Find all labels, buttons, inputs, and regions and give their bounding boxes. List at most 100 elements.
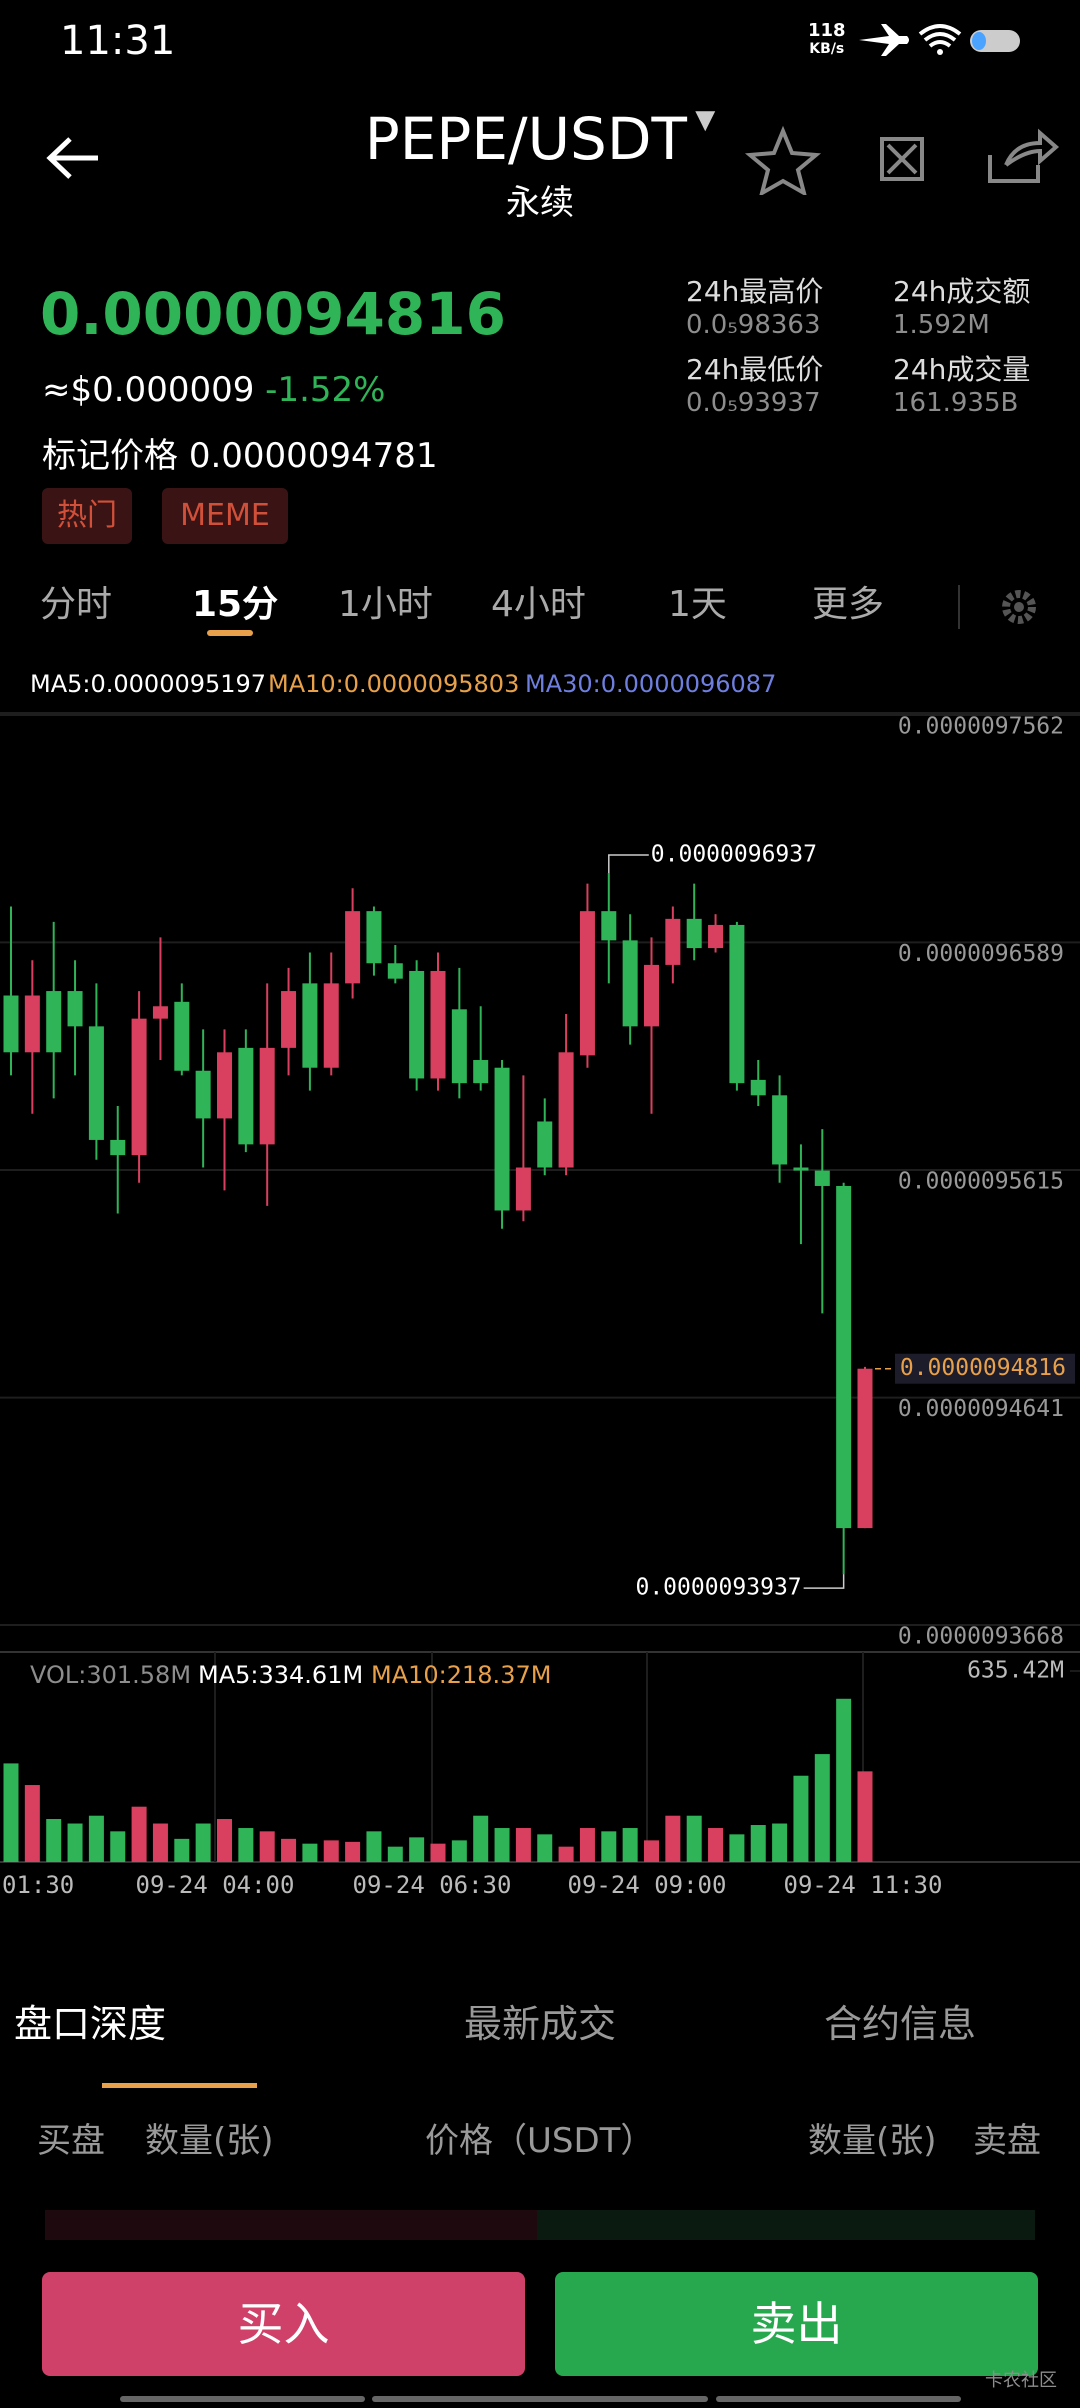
volume-bar <box>152 1823 168 1862</box>
candle-body <box>323 983 339 1068</box>
volume-bar <box>409 1837 425 1862</box>
candle-body <box>302 983 318 1068</box>
volume-bar <box>686 1815 702 1862</box>
back-button[interactable] <box>46 137 98 179</box>
volume-bar <box>430 1843 446 1862</box>
last-price-box <box>895 1353 1075 1384</box>
book-tab[interactable]: 盘口深度 <box>13 2002 166 2046</box>
volume-bar <box>729 1834 745 1862</box>
y-tick-label: 0.0000093668 <box>898 1624 1064 1650</box>
stat-value: 161.935B <box>893 388 1019 418</box>
volume-bar <box>88 1815 104 1862</box>
candle-body <box>387 963 403 979</box>
volume-bar <box>558 1846 574 1862</box>
high-label: 0.0000096937 <box>651 842 817 868</box>
candle-body <box>579 911 595 1056</box>
candle-body <box>217 1052 232 1119</box>
x-tick-label: 01:30 <box>2 1871 74 1899</box>
sell-depth-bar <box>537 2210 1035 2240</box>
volume-bar <box>793 1775 809 1862</box>
pair-name: PEPE/USDT <box>364 105 687 173</box>
buy-button[interactable]: 买入 <box>42 2272 525 2376</box>
change: -1.52% <box>265 370 386 410</box>
candle-body <box>793 1167 809 1171</box>
book-tab[interactable]: 合约信息 <box>823 2002 976 2046</box>
interval-tab[interactable]: 分时 <box>40 584 113 625</box>
candle-body <box>131 1018 147 1156</box>
candle-body <box>836 1185 852 1529</box>
tag[interactable]: MEME <box>162 488 288 544</box>
book-column: 数量(张) <box>808 2121 937 2161</box>
contract-type: 永续 <box>506 183 574 223</box>
volume-bar <box>131 1806 147 1862</box>
pair-title[interactable]: PEPE/USDT ▼ <box>0 105 1080 173</box>
volume-bar <box>473 1815 489 1862</box>
net-speed-value: 118 <box>808 20 846 41</box>
status-icons <box>859 24 1020 56</box>
sell-button[interactable]: 卖出 <box>555 2272 1038 2376</box>
volume-bar <box>345 1841 361 1862</box>
settings-button[interactable] <box>1000 588 1038 626</box>
volume-bar <box>537 1834 553 1862</box>
volume-bar <box>259 1831 275 1862</box>
stat-value: 0.0₅93937 <box>686 388 821 418</box>
volume-bar <box>387 1846 403 1862</box>
candle-body <box>152 1006 168 1019</box>
interval-tab[interactable]: 4小时 <box>491 584 586 625</box>
volume-bar <box>494 1828 510 1862</box>
ma-label: MA5:0.0000095197 <box>30 670 266 698</box>
interval-tab[interactable]: 15分 <box>192 584 279 625</box>
candle-body <box>857 1368 873 1529</box>
candle-body <box>430 970 446 1079</box>
candle-body <box>686 918 702 949</box>
volume-bar <box>67 1823 83 1862</box>
candle-body <box>451 1009 467 1084</box>
candle-body <box>195 1070 211 1119</box>
mark-price: 标记价格 0.0000094781 <box>42 428 438 477</box>
buy-depth-bar <box>45 2210 537 2240</box>
candle-body <box>665 918 681 965</box>
interval-tab[interactable]: 1小时 <box>338 584 433 625</box>
pair-dropdown: ▼ <box>686 105 716 135</box>
volume-bar <box>366 1831 382 1862</box>
interval-tab[interactable]: 1天 <box>668 584 727 625</box>
candle-body <box>238 1047 254 1145</box>
candle-body <box>494 1067 510 1211</box>
candle-body <box>88 1026 104 1140</box>
x-tick-label: 09-24 11:30 <box>784 1871 943 1899</box>
stat-label: 24h最高价 <box>686 275 824 308</box>
candle-body <box>622 940 638 1027</box>
x-tick-label: 09-24 04:00 <box>136 1871 295 1899</box>
candle-body <box>259 1047 275 1145</box>
status-time: 11:31 <box>60 18 176 64</box>
stat-value: 1.592M <box>893 310 990 340</box>
annotation-line <box>608 854 649 874</box>
volume-label: VOL:301.58M <box>30 1661 191 1689</box>
fullscreen-button[interactable] <box>880 137 924 181</box>
candle-body <box>729 924 745 1084</box>
volume-bar <box>601 1831 617 1862</box>
candle-body <box>558 1052 574 1168</box>
tag[interactable]: 热门 <box>42 488 132 544</box>
book-tab[interactable]: 最新成交 <box>463 2002 616 2046</box>
y-tick-label: 0.0000097562 <box>898 714 1064 740</box>
candle-body <box>345 911 361 984</box>
volume-bar <box>836 1698 852 1862</box>
volume-bar <box>451 1840 467 1862</box>
volume-bar <box>622 1828 638 1862</box>
share-button[interactable] <box>988 128 1060 183</box>
volume-bar <box>217 1819 232 1862</box>
candle-body <box>772 1095 788 1165</box>
volume-label: MA10:218.37M <box>371 1661 551 1689</box>
y-tick-label: 0.0000094641 <box>898 1396 1064 1422</box>
candle-body <box>537 1121 553 1168</box>
candle-body <box>174 1001 190 1071</box>
favorite-button[interactable] <box>744 125 822 195</box>
wifi-dot <box>937 49 943 55</box>
nav-bar <box>716 2396 961 2402</box>
low-label: 0.0000093937 <box>635 1575 801 1601</box>
nav-bar <box>120 2396 365 2402</box>
book-column: 价格（USDT） <box>425 2121 655 2161</box>
header-icons <box>46 125 1060 195</box>
interval-tab[interactable]: 更多 <box>812 584 885 625</box>
